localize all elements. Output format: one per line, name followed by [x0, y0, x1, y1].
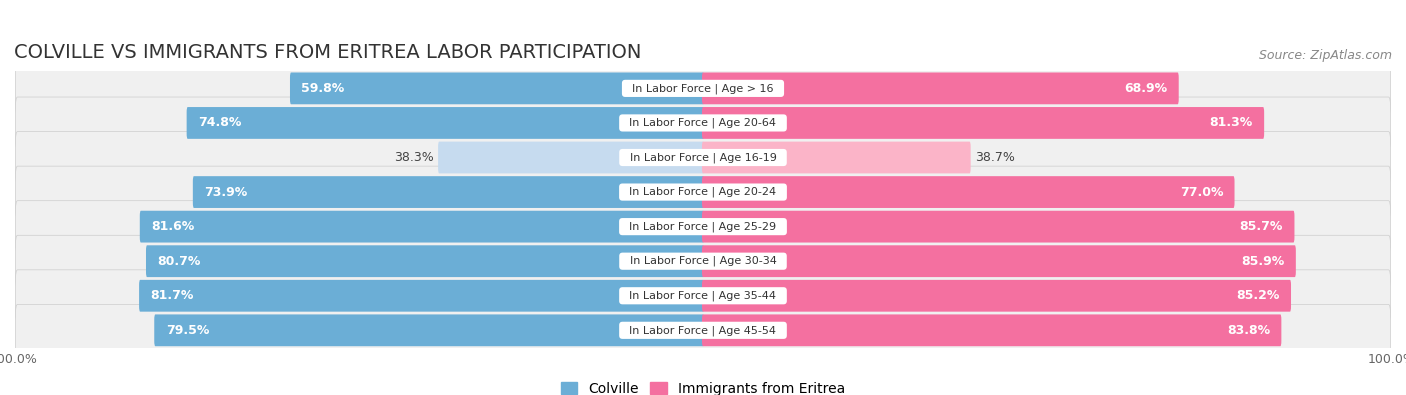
- Text: 79.5%: 79.5%: [166, 324, 209, 337]
- Text: In Labor Force | Age 20-64: In Labor Force | Age 20-64: [623, 118, 783, 128]
- FancyBboxPatch shape: [702, 314, 1281, 346]
- Text: 74.8%: 74.8%: [198, 117, 242, 130]
- FancyBboxPatch shape: [155, 314, 704, 346]
- Text: 38.7%: 38.7%: [976, 151, 1015, 164]
- Text: Source: ZipAtlas.com: Source: ZipAtlas.com: [1258, 49, 1392, 62]
- Text: In Labor Force | Age 45-54: In Labor Force | Age 45-54: [623, 325, 783, 336]
- FancyBboxPatch shape: [702, 245, 1296, 277]
- FancyBboxPatch shape: [15, 270, 1391, 322]
- FancyBboxPatch shape: [15, 235, 1391, 287]
- Text: In Labor Force | Age > 16: In Labor Force | Age > 16: [626, 83, 780, 94]
- FancyBboxPatch shape: [146, 245, 704, 277]
- Text: 85.2%: 85.2%: [1236, 289, 1279, 302]
- FancyBboxPatch shape: [15, 97, 1391, 149]
- FancyBboxPatch shape: [15, 62, 1391, 114]
- FancyBboxPatch shape: [702, 176, 1234, 208]
- Text: 68.9%: 68.9%: [1125, 82, 1167, 95]
- Text: 85.7%: 85.7%: [1240, 220, 1284, 233]
- FancyBboxPatch shape: [193, 176, 704, 208]
- FancyBboxPatch shape: [139, 211, 704, 243]
- FancyBboxPatch shape: [702, 141, 970, 173]
- Text: 73.9%: 73.9%: [204, 186, 247, 199]
- Text: 80.7%: 80.7%: [157, 255, 201, 268]
- Text: 59.8%: 59.8%: [301, 82, 344, 95]
- FancyBboxPatch shape: [439, 141, 704, 173]
- Text: In Labor Force | Age 20-24: In Labor Force | Age 20-24: [623, 187, 783, 198]
- Text: 81.6%: 81.6%: [152, 220, 194, 233]
- Text: In Labor Force | Age 25-29: In Labor Force | Age 25-29: [623, 221, 783, 232]
- FancyBboxPatch shape: [702, 107, 1264, 139]
- Text: In Labor Force | Age 35-44: In Labor Force | Age 35-44: [623, 290, 783, 301]
- Text: In Labor Force | Age 16-19: In Labor Force | Age 16-19: [623, 152, 783, 163]
- Text: 85.9%: 85.9%: [1241, 255, 1285, 268]
- Text: In Labor Force | Age 30-34: In Labor Force | Age 30-34: [623, 256, 783, 267]
- FancyBboxPatch shape: [139, 280, 704, 312]
- Text: 81.7%: 81.7%: [150, 289, 194, 302]
- FancyBboxPatch shape: [15, 201, 1391, 252]
- FancyBboxPatch shape: [15, 305, 1391, 356]
- Text: COLVILLE VS IMMIGRANTS FROM ERITREA LABOR PARTICIPATION: COLVILLE VS IMMIGRANTS FROM ERITREA LABO…: [14, 43, 641, 62]
- FancyBboxPatch shape: [702, 72, 1178, 104]
- FancyBboxPatch shape: [702, 280, 1291, 312]
- Legend: Colville, Immigrants from Eritrea: Colville, Immigrants from Eritrea: [555, 376, 851, 395]
- FancyBboxPatch shape: [187, 107, 704, 139]
- Text: 38.3%: 38.3%: [394, 151, 433, 164]
- FancyBboxPatch shape: [290, 72, 704, 104]
- Text: 83.8%: 83.8%: [1227, 324, 1270, 337]
- Text: 77.0%: 77.0%: [1180, 186, 1223, 199]
- FancyBboxPatch shape: [15, 132, 1391, 183]
- Text: 81.3%: 81.3%: [1209, 117, 1253, 130]
- FancyBboxPatch shape: [15, 166, 1391, 218]
- FancyBboxPatch shape: [702, 211, 1295, 243]
